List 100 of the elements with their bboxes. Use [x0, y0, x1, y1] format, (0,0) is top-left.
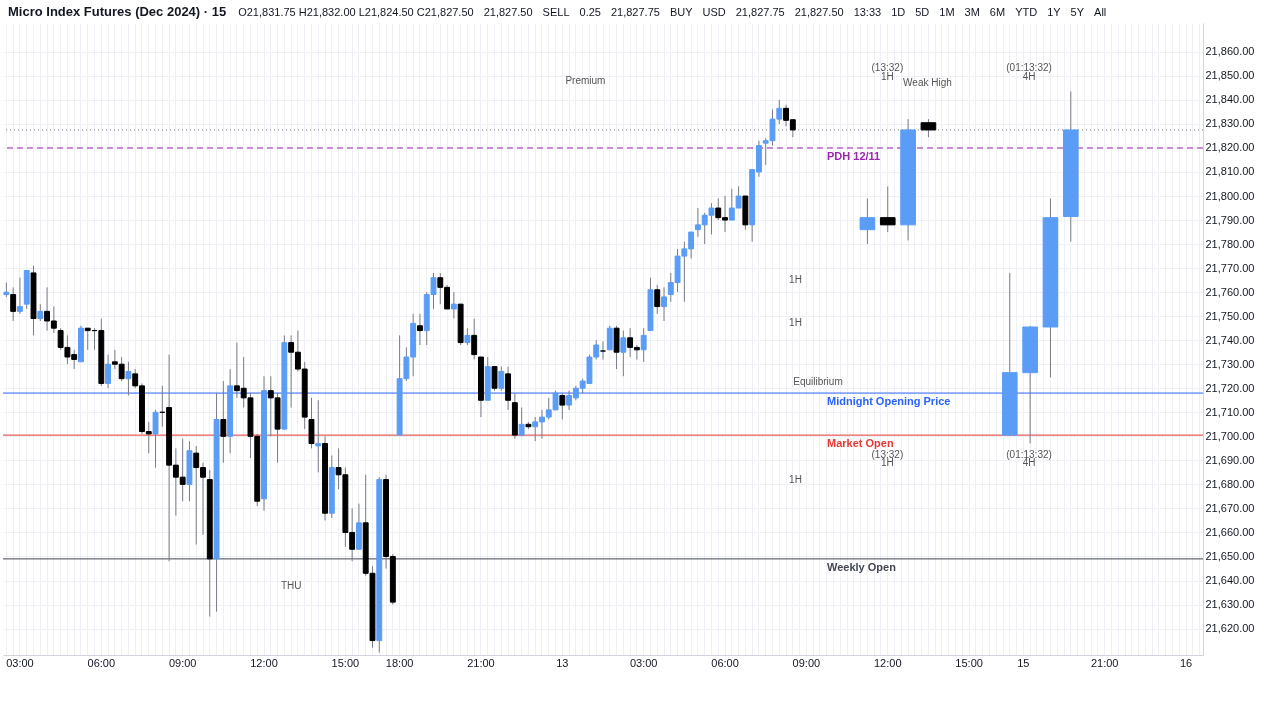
y-tick-label: 21,640.00 — [1205, 574, 1255, 587]
y-tick-label: 21,620.00 — [1205, 622, 1255, 635]
text: 21,827.75 — [610, 6, 660, 18]
annotation: 1H — [789, 474, 802, 486]
ref-line-label: PDH 12/11 — [827, 149, 881, 162]
text: All — [1094, 6, 1107, 18]
candlestick — [125, 361, 132, 396]
y-tick-label: 21,660.00 — [1205, 525, 1255, 538]
text: 21,827.75 — [735, 6, 785, 18]
candlestick — [417, 313, 423, 346]
text: 13:33 — [853, 6, 882, 18]
candlestick — [450, 291, 457, 320]
x-tick-label: 15:00 — [955, 656, 983, 669]
candlestick — [559, 392, 566, 420]
y-tick-label: 21,710.00 — [1205, 405, 1255, 418]
text: 1M — [939, 6, 955, 18]
x-tick-label: 03:00 — [629, 656, 658, 669]
text: 0.25 — [579, 6, 601, 18]
x-tick-label: 15 — [1017, 656, 1030, 669]
candlestick — [620, 330, 627, 377]
y-tick-label: 21,840.00 — [1205, 93, 1255, 106]
annotation: (01:13:32) — [1006, 62, 1052, 73]
y-tick-label: 21,790.00 — [1205, 213, 1255, 226]
y-tick-label: 21,700.00 — [1205, 429, 1255, 442]
candlestick — [661, 286, 667, 322]
y-tick-label: 21,820.00 — [1205, 141, 1255, 154]
text: YTD — [1015, 6, 1038, 18]
annotation: 1H — [880, 457, 894, 469]
text: USD — [702, 6, 726, 18]
x-tick-label: 18:00 — [385, 656, 414, 669]
y-tick-label: 21,690.00 — [1205, 453, 1255, 466]
candlestick — [859, 197, 876, 245]
text: 1D — [891, 6, 906, 18]
x-tick-label: 03:00 — [6, 656, 34, 669]
candlestick — [640, 327, 647, 363]
ref-line-label: Market Open — [827, 437, 894, 450]
candlestick — [498, 366, 505, 392]
y-tick-label: 21,740.00 — [1205, 333, 1255, 346]
y-tick-label: 21,860.00 — [1205, 45, 1255, 58]
annotation: (13:32) — [871, 62, 904, 73]
y-tick-label: 21,830.00 — [1205, 117, 1255, 130]
y-tick-label: 21,630.00 — [1205, 598, 1255, 611]
y-tick-label: 21,670.00 — [1205, 501, 1255, 514]
text: 21,827.50 — [483, 6, 533, 18]
y-tick-label: 21,720.00 — [1205, 381, 1255, 394]
annotation: 1H — [789, 273, 802, 285]
candlestick — [471, 318, 478, 360]
x-tick-label: 09:00 — [792, 656, 821, 669]
x-tick-label: 12:00 — [873, 656, 902, 669]
y-tick-label: 21,780.00 — [1205, 237, 1255, 250]
y-tick-label: 21,750.00 — [1205, 309, 1255, 322]
y-tick-label: 21,760.00 — [1205, 285, 1255, 298]
text: BUY — [669, 6, 693, 18]
text: 5D — [915, 6, 930, 18]
candlestick — [518, 406, 525, 437]
y-tick-label: 21,850.00 — [1205, 69, 1255, 82]
y-tick-label: 21,730.00 — [1205, 357, 1255, 370]
annotation: (01:13:32) — [1006, 448, 1052, 460]
y-tick-label: 21,680.00 — [1205, 477, 1255, 490]
x-tick-label: 09:00 — [168, 656, 197, 669]
annotation: Equilibrium — [793, 375, 843, 387]
ref-line-label: Weekly Open — [827, 560, 897, 573]
annotation: 4H — [1022, 457, 1036, 469]
annotation: THU — [280, 579, 302, 591]
y-tick-label: 21,650.00 — [1205, 549, 1255, 562]
candlestick — [654, 284, 661, 315]
text: 1Y — [1047, 6, 1061, 18]
candlestick — [491, 366, 498, 392]
text: 3M — [964, 6, 980, 18]
text: 6M — [989, 6, 1006, 18]
y-tick-label: 21,800.00 — [1205, 189, 1255, 202]
annotation: 1H — [789, 317, 802, 329]
annotation: Premium — [565, 75, 606, 87]
chart-title: Micro Index Futures (Dec 2024) · 15 — [8, 4, 227, 19]
candlestick — [220, 380, 227, 464]
candlestick — [606, 325, 613, 351]
candlestick — [152, 409, 159, 469]
candlestick — [315, 399, 322, 473]
x-tick-label: 16 — [1179, 656, 1193, 669]
x-tick-label: 21:00 — [1090, 656, 1119, 669]
x-tick-label: 15:00 — [331, 656, 360, 669]
text: 21,827.50 — [794, 6, 844, 18]
x-tick-label: 13 — [556, 656, 569, 669]
y-tick-label: 21,770.00 — [1205, 261, 1255, 274]
text: 5Y — [1070, 6, 1085, 18]
ref-line-label: Midnight Opening Price — [827, 395, 951, 408]
text: SELL — [542, 6, 570, 18]
y-tick-label: 21,810.00 — [1205, 165, 1255, 178]
x-tick-label: 06:00 — [87, 656, 116, 669]
x-tick-label: 12:00 — [250, 656, 278, 669]
text: O21,831.75 H21,832.00 L21,824.50 C21,827.50 — [238, 6, 474, 18]
x-tick-label: 21:00 — [467, 656, 495, 669]
x-tick-label: 06:00 — [711, 656, 739, 669]
annotation: 1H — [880, 71, 894, 83]
candlestick — [879, 185, 896, 233]
candlestick — [105, 354, 112, 389]
annotation: Weak High — [903, 77, 952, 89]
candlestick — [17, 277, 23, 315]
candlestick — [10, 286, 17, 322]
annotation: (13:32) — [871, 448, 904, 460]
